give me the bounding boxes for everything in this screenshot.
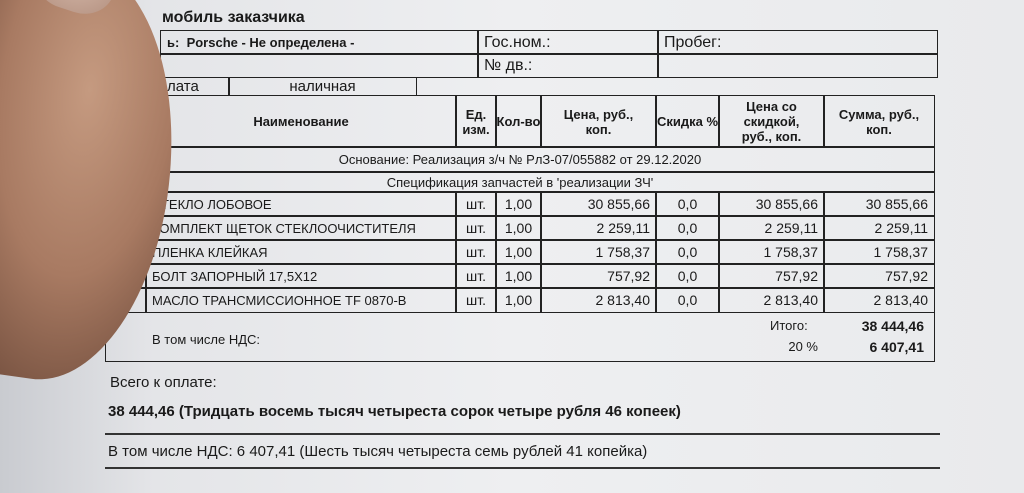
total-label: Итого: [770,318,808,333]
cell-name: СТЕКЛО ЛОБОВОЕ [145,191,457,217]
cell-disc: 0,0 [655,215,720,241]
cell-dprice: 1 758,37 [718,239,825,265]
cell-name: МАСЛО ТРАНСМИССИОННОЕ TF 0870-B [145,287,457,313]
cell-sum: 2 259,11 [823,215,935,241]
cell-unit: шт. [455,263,497,289]
total-payable-text: 38 444,46 (Тридцать восемь тысяч четырес… [108,403,681,420]
cell-sum: 30 855,66 [823,191,935,217]
vat-text: В том числе НДС: 6 407,41 (Шесть тысяч ч… [108,443,648,460]
model-value: Porsche - Не определена - [186,35,355,50]
cell-qty: 1,00 [495,263,542,289]
cell-disc: 0,0 [655,239,720,265]
cell-unit: шт. [455,287,497,313]
vat-label: В том числе НДС: [152,332,261,347]
col-unit-header: Ед. изм. [455,95,497,148]
cell-qty: 1,00 [495,215,542,241]
cell-name: БОЛТ ЗАПОРНЫЙ 17,5Х12 [145,263,457,289]
col-price-header: Цена, руб., коп. [540,95,657,148]
mileage-label: Пробег: [657,30,938,55]
cell-dprice: 2 259,11 [718,215,825,241]
vat-value: 6 407,41 [869,339,925,355]
cell-price: 2 259,11 [540,215,657,241]
col-name-header: Наименование [145,95,457,148]
cell-qty: 1,00 [495,287,542,313]
cell-unit: шт. [455,191,497,217]
total-value: 38 444,46 [861,318,924,334]
cell-name: ПЛЕНКА КЛЕЙКАЯ [145,239,457,265]
cell-sum: 1 758,37 [823,239,935,265]
cell-disc: 0,0 [655,191,720,217]
payment-label: лата [160,77,230,96]
model-label: ь: [167,35,180,50]
col-qty-header: Кол-во [495,95,542,148]
cell-qty: 1,00 [495,191,542,217]
cell-price: 1 758,37 [540,239,657,265]
invoice-title: мобиль заказчика [162,9,305,26]
spec-row: Спецификация запчастей в 'реализации ЗЧ' [105,171,935,193]
cell-unit: шт. [455,215,497,241]
cell-price: 2 813,40 [540,287,657,313]
divider [105,467,940,469]
engine-label: № дв.: [477,53,659,78]
cell-price: 757,92 [540,263,657,289]
cell-sum: 757,92 [823,263,935,289]
vat-rate: 20 % [788,339,818,354]
cell-qty: 1,00 [495,239,542,265]
col-discount-header: Скидка % [655,95,720,148]
col-discounted-price-header: Цена со скидкой, руб., коп. [718,95,825,148]
cell-disc: 0,0 [655,287,720,313]
cell-dprice: 2 813,40 [718,287,825,313]
plate-label: Гос.ном.: [477,30,659,55]
vehicle-model: ь: Porsche - Не определена - [160,30,479,55]
cell-price: 30 855,66 [540,191,657,217]
engine-value [657,53,938,78]
divider [105,433,940,435]
empty-cell [160,53,479,78]
cell-dprice: 757,92 [718,263,825,289]
total-payable-label: Всего к оплате: [110,374,217,391]
cell-disc: 0,0 [655,263,720,289]
cell-name: КОМПЛЕКТ ЩЕТОК СТЕКЛООЧИСТИТЕЛЯ [145,215,457,241]
basis-row: Основание: Реализация з/ч № РлЗ-07/05588… [105,146,935,173]
col-sum-header: Сумма, руб., коп. [823,95,935,148]
cell-unit: шт. [455,239,497,265]
cell-sum: 2 813,40 [823,287,935,313]
cell-dprice: 30 855,66 [718,191,825,217]
fingernail [28,0,127,22]
payment-value: наличная [228,77,417,96]
